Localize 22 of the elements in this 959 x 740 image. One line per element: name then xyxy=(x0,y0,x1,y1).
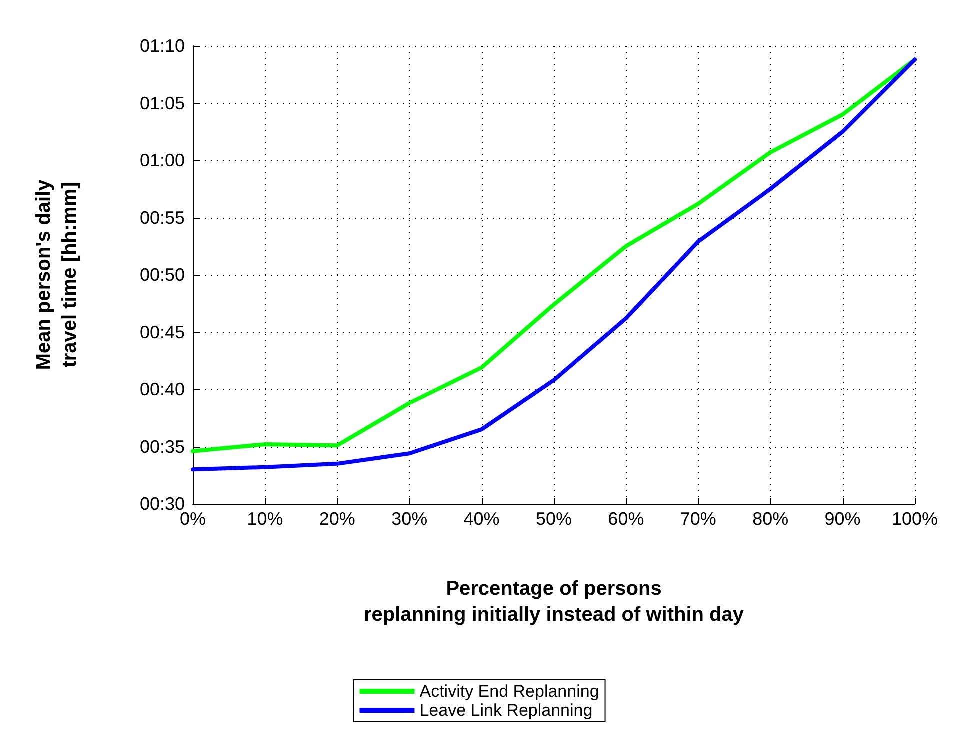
y-tick-label: 01:00 xyxy=(140,150,185,170)
x-tick-label: 40% xyxy=(464,509,500,529)
y-tick-label: 00:35 xyxy=(140,436,185,457)
x-tick-label: 50% xyxy=(536,509,572,529)
x-axis-title: Percentage of persons replanning initially instead of within day xyxy=(364,578,745,626)
y-tick-label: 00:45 xyxy=(140,322,185,342)
x-tick-label: 90% xyxy=(824,509,861,529)
y-tick-label: 00:40 xyxy=(140,380,185,400)
x-tick-label: 30% xyxy=(392,509,428,529)
x-tick-label: 80% xyxy=(752,509,789,529)
y-tick-label: 00:55 xyxy=(140,208,185,228)
x-tick-label: 100% xyxy=(892,509,938,529)
y-tick-label: 01:05 xyxy=(140,93,185,114)
x-tick-label: 60% xyxy=(608,509,644,529)
y-tick-label: 00:50 xyxy=(140,265,185,285)
legend-label: Activity End Replanning xyxy=(420,682,600,701)
legend-label: Leave Link Replanning xyxy=(420,701,593,720)
x-tick-label: 70% xyxy=(680,509,716,529)
y-axis-title: Mean person's daily travel time [hh:mm] xyxy=(33,178,81,370)
x-tick-label: 20% xyxy=(319,509,356,529)
y-tick-label: 01:10 xyxy=(140,36,185,56)
x-tick-label: 10% xyxy=(247,509,284,529)
